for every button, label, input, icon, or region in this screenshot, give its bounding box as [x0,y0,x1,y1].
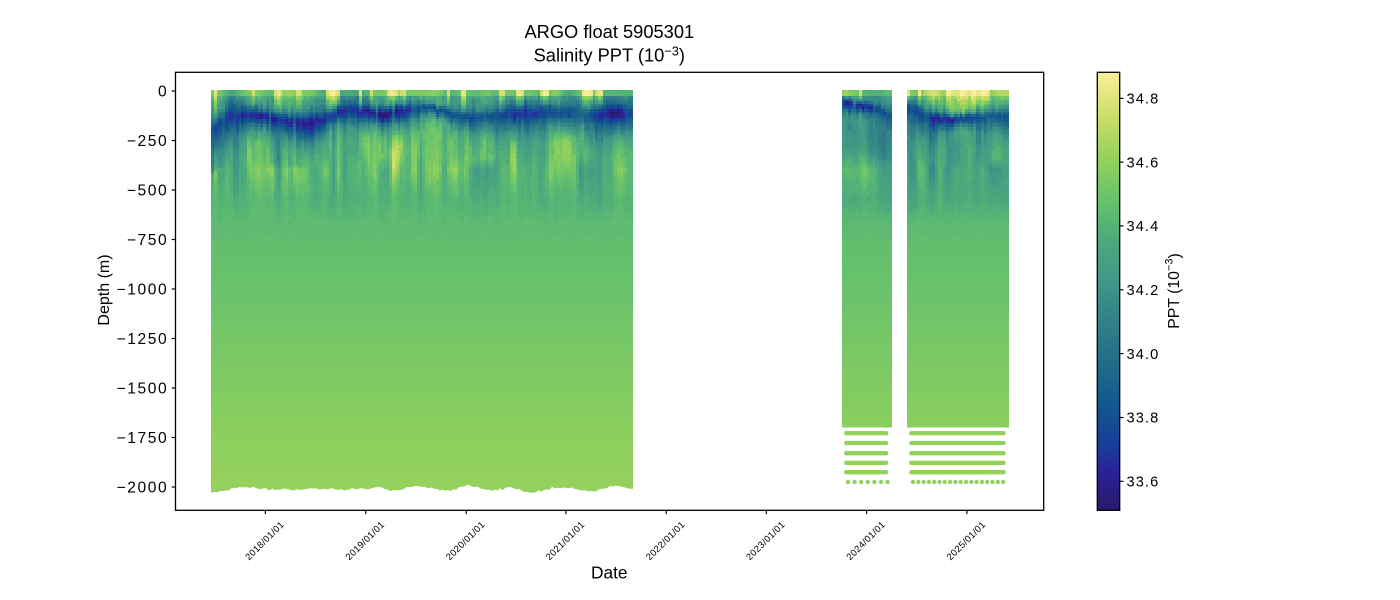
svg-text:−500: −500 [127,182,168,199]
svg-text:33.6: 33.6 [1127,475,1160,491]
svg-text:−1250: −1250 [117,331,169,348]
svg-text:−1000: −1000 [117,281,169,298]
svg-text:33.8: 33.8 [1127,411,1160,427]
svg-text:−250: −250 [127,133,168,150]
svg-text:34.0: 34.0 [1127,347,1160,363]
svg-text:ARGO float 5905301: ARGO float 5905301 [524,21,694,42]
svg-text:−1750: −1750 [117,430,169,447]
svg-text:Salinity PPT (10−3): Salinity PPT (10−3) [534,43,685,65]
svg-text:Depth (m): Depth (m) [96,254,113,325]
svg-text:−2000: −2000 [117,479,169,496]
svg-text:−1500: −1500 [117,380,169,397]
svg-text:34.4: 34.4 [1127,219,1160,235]
svg-text:Date: Date [591,563,628,583]
svg-text:34.2: 34.2 [1127,283,1160,299]
svg-text:34.6: 34.6 [1127,155,1160,171]
svg-text:0: 0 [158,83,168,100]
svg-text:PPT (10−3): PPT (10−3) [1164,253,1184,328]
svg-text:−750: −750 [127,232,168,249]
svg-text:34.8: 34.8 [1127,92,1160,108]
